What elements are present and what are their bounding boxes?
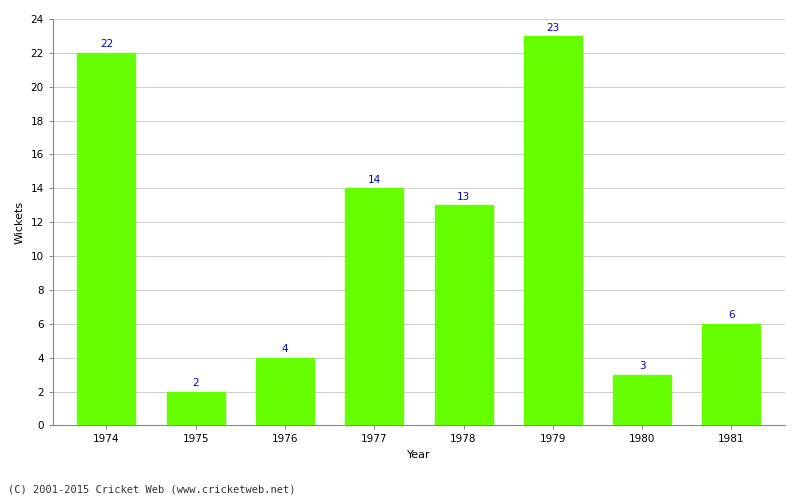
Bar [166,392,225,426]
Bar [613,374,671,426]
Text: 6: 6 [728,310,734,320]
Bar [434,206,493,426]
Text: 23: 23 [546,22,559,32]
Bar [256,358,314,426]
Text: 22: 22 [100,40,113,50]
Y-axis label: Wickets: Wickets [15,200,25,244]
Text: 2: 2 [192,378,199,388]
X-axis label: Year: Year [407,450,430,460]
Bar [524,36,582,426]
Bar [346,188,403,426]
Bar [78,53,135,426]
Text: 4: 4 [282,344,288,354]
Text: 14: 14 [368,175,381,185]
Bar [702,324,761,426]
Text: 13: 13 [457,192,470,202]
Text: 3: 3 [639,361,646,371]
Text: (C) 2001-2015 Cricket Web (www.cricketweb.net): (C) 2001-2015 Cricket Web (www.cricketwe… [8,485,295,495]
